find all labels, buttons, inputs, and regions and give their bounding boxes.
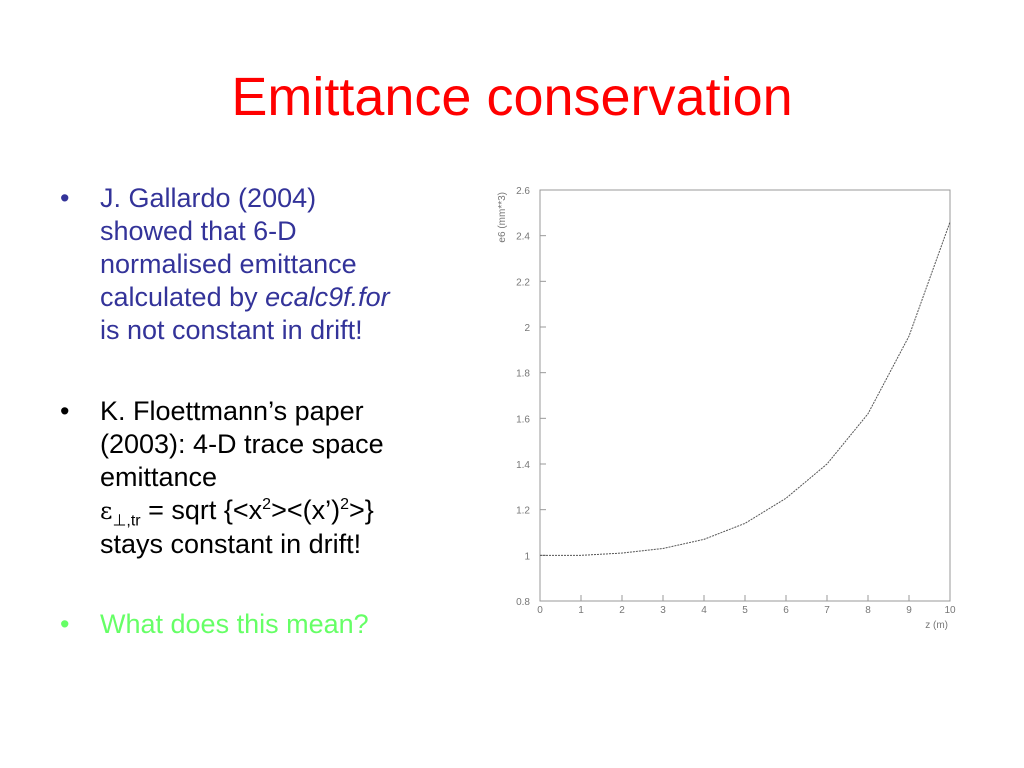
- text-line: K. Floettmann’s paper: [100, 396, 364, 426]
- x-tick-label: 5: [742, 605, 748, 616]
- formula: ε⊥,tr = sqrt {<x2><(x’)2>}: [100, 494, 384, 530]
- text-segment: ><(x’): [271, 495, 341, 525]
- text-line: (2003): 4-D trace space: [100, 429, 384, 459]
- y-tick-label: 1.2: [516, 506, 530, 517]
- y-tick-label: 1.8: [516, 369, 530, 380]
- text-line: showed that 6-D: [100, 216, 297, 246]
- y-tick-label: 2.6: [516, 186, 530, 197]
- y-tick-label: 0.8: [516, 597, 530, 608]
- bullet-text: J. Gallardo (2004) showed that 6-D norma…: [100, 182, 390, 347]
- text-line: emittance: [100, 462, 218, 492]
- x-tick-label: 10: [944, 605, 956, 616]
- x-tick-label: 4: [701, 605, 707, 616]
- y-tick-label: 1.4: [516, 460, 530, 471]
- x-tick-label: 6: [783, 605, 789, 616]
- text-line: normalised emittance: [100, 249, 357, 279]
- bullet-text: What does this mean?: [100, 608, 369, 641]
- text-line: stays constant in drift!: [100, 529, 362, 559]
- text-line: calculated by ecalc9f.for: [100, 281, 390, 314]
- y-axis-label: e6 (mm**3): [497, 192, 508, 243]
- italic-segment: ecalc9f.for: [265, 282, 390, 312]
- text-segment: calculated by: [100, 282, 266, 312]
- symbol: ε: [100, 497, 113, 525]
- y-tick-label: 1.6: [516, 414, 530, 425]
- superscript: 2: [340, 496, 350, 513]
- superscript: 2: [262, 496, 272, 513]
- x-tick-label: 0: [537, 605, 543, 616]
- bullet-dot: •: [60, 183, 70, 213]
- y-tick-label: 2.4: [516, 232, 530, 243]
- text-line: J. Gallardo (2004): [100, 183, 317, 213]
- y-tick-label: 2: [524, 323, 530, 334]
- bullet-dot: •: [60, 396, 70, 426]
- subscript: ⊥,tr: [112, 512, 141, 530]
- x-tick-label: 3: [660, 605, 666, 616]
- text-line: What does this mean?: [100, 609, 369, 639]
- y-tick-label: 2.2: [516, 277, 530, 288]
- x-tick-label: 7: [824, 605, 830, 616]
- x-axis-label: z (m): [925, 620, 948, 631]
- bullet-text: K. Floettmann’s paper (2003): 4-D trace …: [100, 395, 384, 561]
- text-segment: = sqrt {<x: [140, 495, 263, 525]
- y-tick-label: 1: [524, 551, 530, 562]
- x-tick-label: 9: [906, 605, 912, 616]
- x-tick-label: 2: [619, 605, 625, 616]
- slide-title: Emittance conservation: [231, 67, 793, 127]
- x-tick-label: 8: [865, 605, 871, 616]
- text-line: is not constant in drift!: [100, 315, 363, 345]
- bullet-dot: •: [60, 609, 70, 639]
- text-segment: >}: [349, 495, 374, 525]
- plot-frame: [539, 189, 951, 602]
- x-tick-label: 1: [578, 605, 584, 616]
- data-line: [540, 221, 951, 556]
